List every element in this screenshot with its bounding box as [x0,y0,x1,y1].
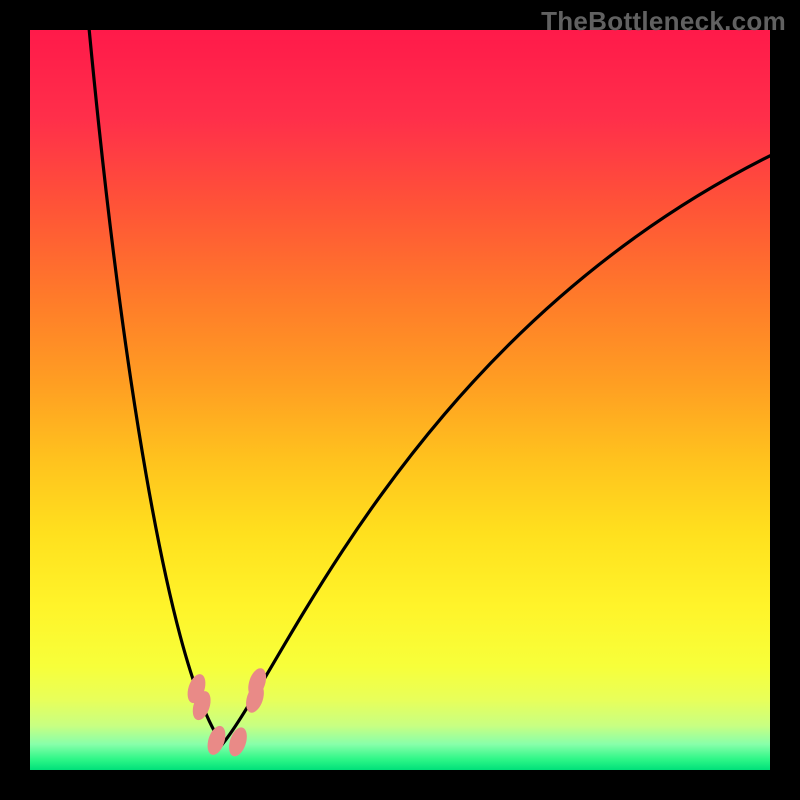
watermark-text: TheBottleneck.com [541,6,786,37]
chart-frame: TheBottleneck.com [0,0,800,800]
gradient-background [30,30,770,770]
plot-area [30,30,770,770]
